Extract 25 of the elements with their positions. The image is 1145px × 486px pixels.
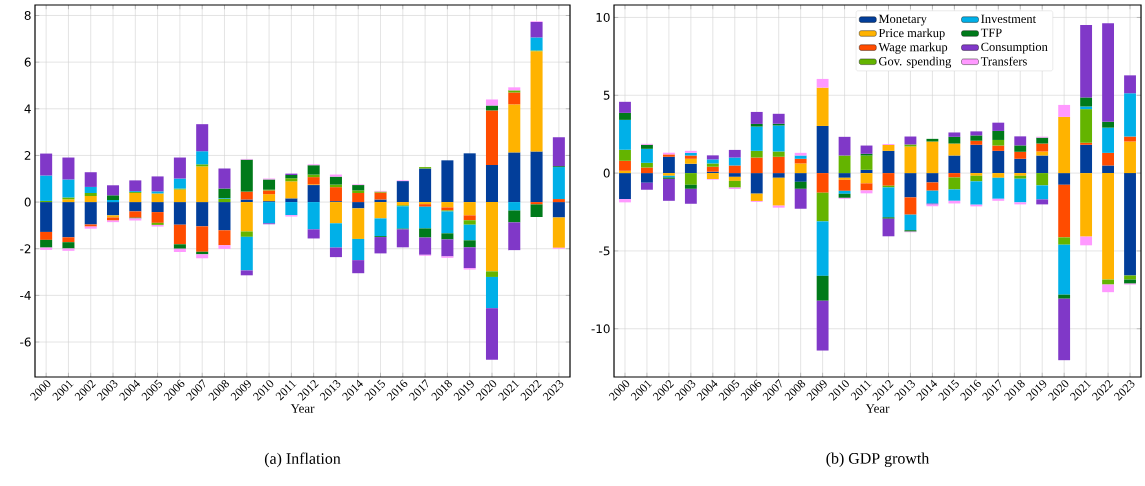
y-tick-label: 2	[24, 150, 31, 160]
legend-label: Transfers	[980, 56, 1027, 66]
y-tick-label: 10	[596, 12, 610, 22]
y-tick-label: -10	[591, 324, 610, 334]
legend-label: Wage markup	[878, 42, 948, 54]
y-tick-label: -2	[20, 244, 31, 254]
y-tick-label: -5	[599, 246, 610, 256]
y-tick-label: 8	[24, 10, 31, 21]
y-tick-label: 4	[24, 104, 31, 114]
y-tick-label: -4	[20, 291, 31, 300]
x-axis-title: Year	[290, 404, 315, 413]
legend-label: TFP	[980, 28, 1002, 37]
legend-label: Price markup	[878, 28, 945, 40]
legend-label: Gov. spending	[878, 56, 952, 69]
y-tick-label: -6	[20, 337, 31, 347]
y-tick-label: 6	[24, 57, 31, 67]
legend-label: Monetary	[878, 14, 927, 26]
legend-label: Consumption	[981, 42, 1048, 54]
y-tick-label: 0	[24, 197, 31, 207]
text: (a) Inflation	[264, 452, 341, 468]
x-axis-title: Year	[865, 404, 890, 413]
legend-label: Investment	[981, 14, 1036, 24]
y-tick-label: 5	[603, 90, 610, 100]
y-tick-label: 0	[603, 168, 610, 178]
text: (b) GDP growth	[826, 452, 930, 468]
